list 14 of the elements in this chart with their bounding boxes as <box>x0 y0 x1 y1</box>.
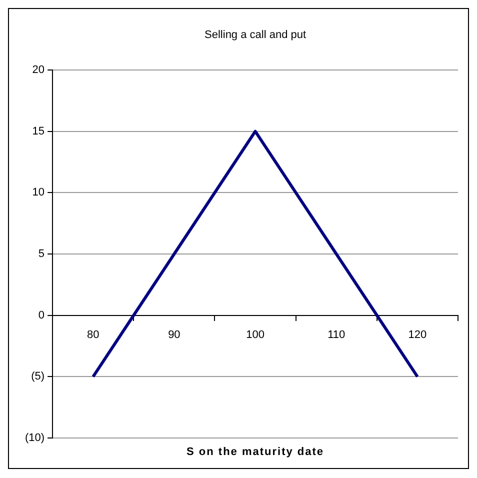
y-tick-label: (5) <box>31 370 45 383</box>
x-tick-label: 80 <box>86 328 100 341</box>
y-tick-label: 15 <box>32 125 45 138</box>
x-tick-label: 110 <box>328 328 346 341</box>
y-tick-label: 20 <box>32 64 45 76</box>
x-axis-title: S on the maturity date <box>186 446 324 458</box>
y-tick-label: 10 <box>32 186 45 199</box>
y-tick-label: 0 <box>38 309 45 322</box>
chart-title: Selling a call and put <box>204 29 306 42</box>
y-tick-label: (10) <box>25 432 45 444</box>
x-tick-label: 100 <box>246 328 264 341</box>
x-tick-label: 90 <box>168 328 180 341</box>
y-tick-label: 5 <box>38 248 45 260</box>
x-tick-label: 120 <box>408 328 427 341</box>
